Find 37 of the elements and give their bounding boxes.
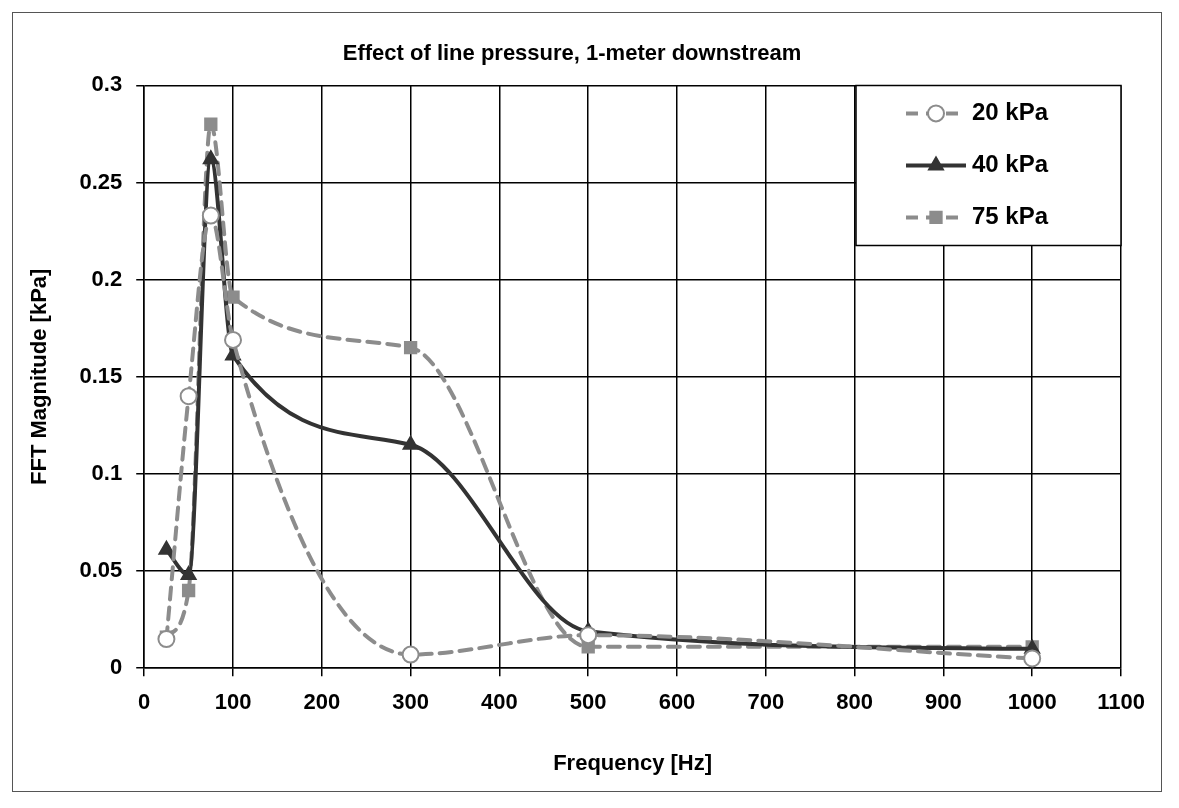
x-tick-label: 800	[836, 689, 873, 715]
y-tick-label: 0.15	[79, 362, 123, 388]
point	[181, 583, 196, 598]
x-tick-label: 900	[925, 689, 962, 715]
point	[157, 630, 176, 649]
x-tick-label: 200	[303, 689, 341, 715]
x-tick-label: 300	[392, 689, 429, 715]
x-tick-label: 0	[138, 689, 151, 715]
x-tick-label: 400	[481, 689, 518, 715]
point	[179, 387, 198, 406]
point	[401, 645, 420, 664]
y-axis-title: FFT Magnitude [kPa]	[26, 268, 52, 485]
x-tick-label: 600	[658, 689, 696, 715]
x-tick-label: 1100	[1097, 689, 1145, 715]
legend-label: 75 kPa	[972, 202, 1049, 230]
chart-title: Effect of line pressure, 1-meter downstream	[342, 40, 802, 66]
point	[579, 626, 598, 645]
x-tick-label: 700	[747, 689, 785, 715]
x-axis-title: Frequency [Hz]	[553, 749, 713, 775]
legend-label: 20 kPa	[972, 98, 1049, 126]
point	[403, 341, 418, 355]
point	[201, 206, 220, 225]
y-tick-label: 0.2	[91, 265, 123, 291]
point	[1023, 649, 1042, 668]
point	[202, 150, 219, 165]
y-tick-label: 0.3	[91, 71, 123, 97]
x-tick-label: 1000	[1007, 689, 1057, 715]
y-tick-label: 0.1	[91, 460, 123, 485]
x-tick-label: 500	[569, 689, 607, 715]
x-tick-label: 100	[214, 689, 252, 715]
point	[226, 290, 240, 304]
point	[224, 330, 243, 349]
point	[204, 117, 218, 131]
y-tick-label: 0.25	[79, 168, 123, 194]
y-tick-label: 0.05	[79, 557, 123, 583]
y-tick-label: 0	[109, 654, 123, 680]
legend-label: 40 kPa	[972, 150, 1049, 178]
